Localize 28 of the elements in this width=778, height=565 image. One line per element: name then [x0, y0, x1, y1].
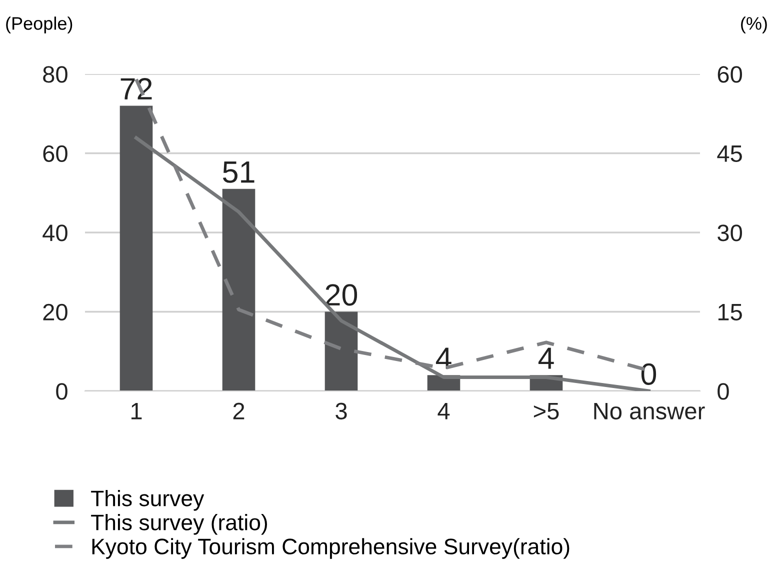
y2-axis-title: (%)	[741, 16, 767, 34]
legend-label: This survey	[91, 490, 204, 511]
bar	[120, 106, 153, 391]
y2-tick-label: 45	[717, 146, 742, 162]
legend-label: Kyoto City Tourism Comprehensive Survey(ratio)	[92, 538, 570, 559]
y-tick-label: 60	[43, 145, 68, 162]
x-tick-label: 4	[438, 402, 450, 420]
y2-tick-label: 60	[718, 66, 742, 83]
data-label: 4	[538, 348, 554, 369]
data-label: 51	[222, 162, 254, 183]
y2-tick-label: 30	[718, 224, 742, 242]
y-axis-title: (People)	[6, 16, 72, 34]
y-tick-label: 20	[43, 304, 68, 321]
data-label: 20	[326, 284, 358, 306]
legend-label: This survey (ratio)	[91, 514, 267, 535]
x-tick-label: 1	[131, 402, 142, 420]
x-tick-label: 2	[233, 402, 244, 420]
y-tick-label: 0	[56, 383, 68, 400]
x-tick-label: 3	[336, 402, 347, 420]
x-tick-label: No answer	[594, 402, 705, 420]
bar	[222, 188, 256, 391]
y2-tick-label: 0	[718, 383, 729, 400]
y-tick-label: 40	[42, 224, 68, 242]
data-label: 0	[641, 363, 656, 385]
y2-tick-label: 15	[718, 304, 742, 321]
bar	[324, 312, 358, 391]
x-tick-label: >5	[534, 402, 559, 420]
y-tick-label: 80	[43, 66, 68, 83]
